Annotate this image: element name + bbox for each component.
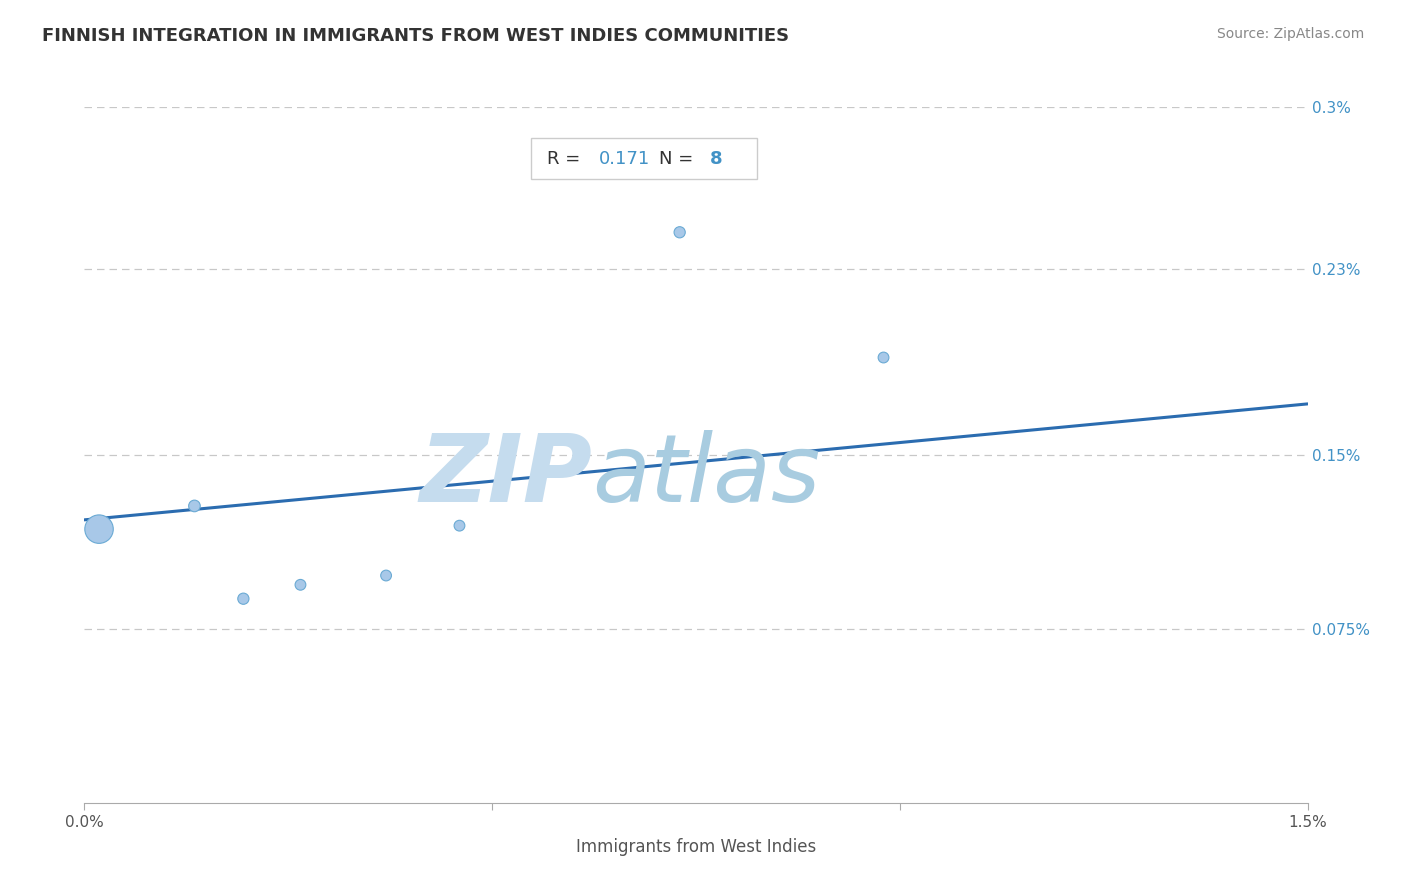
Text: Source: ZipAtlas.com: Source: ZipAtlas.com [1216,27,1364,41]
Text: 0.171: 0.171 [599,150,651,168]
Point [872,351,894,365]
Text: 8: 8 [710,150,723,168]
Text: R =: R = [547,150,586,168]
Point [449,518,471,533]
Point [375,568,398,582]
Text: ZIP: ZIP [419,430,592,522]
Point [290,578,312,592]
Point [183,499,205,513]
Point [87,522,110,536]
Point [232,591,254,606]
Text: N =: N = [659,150,699,168]
Text: FINNISH INTEGRATION IN IMMIGRANTS FROM WEST INDIES COMMUNITIES: FINNISH INTEGRATION IN IMMIGRANTS FROM W… [42,27,789,45]
FancyBboxPatch shape [531,138,758,178]
X-axis label: Immigrants from West Indies: Immigrants from West Indies [576,838,815,856]
Text: atlas: atlas [592,430,820,521]
Point [668,225,690,239]
